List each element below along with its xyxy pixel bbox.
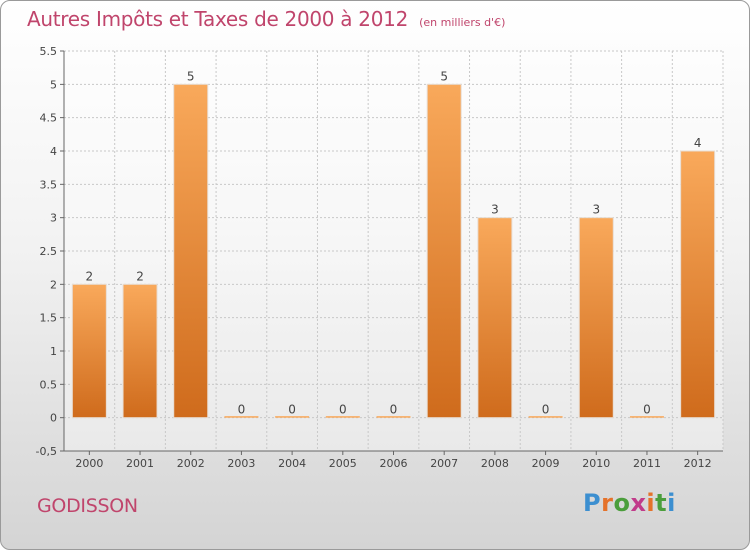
x-tick-label-2003: 2003 bbox=[227, 457, 255, 470]
logo-letter: o bbox=[613, 489, 631, 517]
y-tick-label: 3.5 bbox=[40, 178, 58, 191]
x-tick-label-2009: 2009 bbox=[532, 457, 560, 470]
data-label-2000: 2 bbox=[86, 269, 94, 283]
bar-2012 bbox=[680, 150, 716, 419]
x-tick-label-2005: 2005 bbox=[329, 457, 357, 470]
x-tick-label-2010: 2010 bbox=[582, 457, 610, 470]
x-tick-label-2008: 2008 bbox=[481, 457, 509, 470]
y-tick-label: 1 bbox=[50, 345, 57, 358]
data-label-2003: 0 bbox=[238, 403, 246, 417]
y-tick-label: 5 bbox=[50, 78, 57, 91]
data-label-2007: 5 bbox=[440, 69, 448, 83]
chart-unit-label: (en milliers d'€) bbox=[419, 16, 506, 29]
x-tick-label-2007: 2007 bbox=[430, 457, 458, 470]
bar-2008 bbox=[477, 217, 513, 419]
y-tick-label: 0.5 bbox=[40, 378, 58, 391]
bar-2005 bbox=[325, 416, 360, 418]
logo-letter: t bbox=[655, 489, 668, 517]
data-label-2011: 0 bbox=[643, 403, 651, 417]
logo-letter: P bbox=[583, 489, 602, 517]
bar-2010 bbox=[578, 217, 614, 419]
bar-2011 bbox=[629, 416, 664, 418]
y-tick-label: 2 bbox=[50, 278, 57, 291]
chart-title: Autres Impôts et Taxes de 2000 à 2012 (e… bbox=[27, 7, 505, 31]
bar-2001 bbox=[122, 283, 158, 419]
data-label-2010: 3 bbox=[592, 203, 600, 217]
chart-title-text: Autres Impôts et Taxes de 2000 à 2012 bbox=[27, 7, 408, 31]
bar-2002 bbox=[173, 83, 209, 419]
data-label-2002: 5 bbox=[187, 69, 195, 83]
data-label-2008: 3 bbox=[491, 203, 499, 217]
logo-letter: x bbox=[630, 489, 647, 517]
commune-name: GODISSON bbox=[37, 495, 138, 517]
bar-2004 bbox=[275, 416, 310, 418]
bar-2000 bbox=[71, 283, 107, 419]
data-label-2006: 0 bbox=[390, 403, 398, 417]
bar-2006 bbox=[376, 416, 411, 418]
y-tick-label: 5.5 bbox=[40, 45, 58, 58]
x-tick-label-2000: 2000 bbox=[75, 457, 103, 470]
bar-2009 bbox=[528, 416, 563, 418]
bar-2003 bbox=[224, 416, 259, 418]
y-tick-label: 2.5 bbox=[40, 245, 58, 258]
data-label-2005: 0 bbox=[339, 403, 347, 417]
y-tick-label: 4.5 bbox=[40, 112, 58, 125]
data-label-2012: 4 bbox=[694, 136, 702, 150]
x-tick-label-2012: 2012 bbox=[684, 457, 712, 470]
y-tick-label: 0 bbox=[50, 412, 57, 425]
data-label-2009: 0 bbox=[542, 403, 550, 417]
x-tick-label-2006: 2006 bbox=[380, 457, 408, 470]
y-tick-label: 3 bbox=[50, 212, 57, 225]
logo-letter: i bbox=[667, 489, 676, 517]
y-tick-label: 4 bbox=[50, 145, 57, 158]
y-tick-label: -0,5 bbox=[36, 445, 57, 458]
x-tick-label-2004: 2004 bbox=[278, 457, 306, 470]
data-label-2004: 0 bbox=[288, 403, 296, 417]
logo-letter: i bbox=[646, 489, 656, 517]
bar-2007 bbox=[426, 83, 462, 419]
proxiti-logo: Proxiti bbox=[583, 489, 676, 517]
x-tick-label-2011: 2011 bbox=[633, 457, 661, 470]
x-tick-label-2002: 2002 bbox=[177, 457, 205, 470]
x-tick-label-2001: 2001 bbox=[126, 457, 154, 470]
data-label-2001: 2 bbox=[136, 269, 144, 283]
y-tick-label: 1.5 bbox=[40, 312, 58, 325]
logo-letter: r bbox=[601, 489, 614, 517]
